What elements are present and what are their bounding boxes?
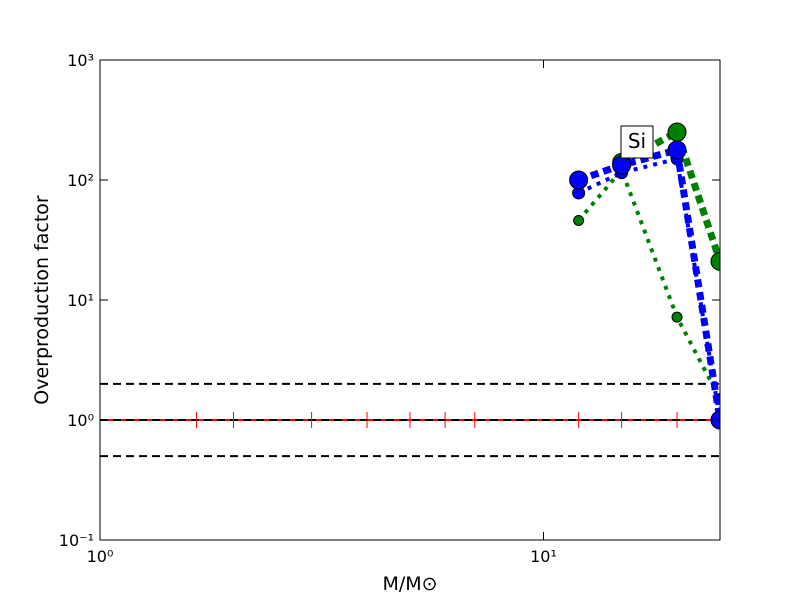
x-tick-label: 10⁰ [87, 547, 114, 566]
point-marker [569, 170, 589, 190]
point-marker [573, 214, 585, 226]
series-line [577, 156, 720, 421]
y-tick-label: 10² [67, 171, 94, 190]
plot-marks [100, 122, 720, 458]
y-tick-label: 10⁰ [67, 411, 94, 430]
annotation-box [620, 125, 654, 159]
x-axis-label: M/M⊙ [382, 573, 437, 595]
point-marker [667, 122, 687, 142]
annotation: Si [628, 129, 646, 153]
point-marker [671, 311, 683, 323]
point-marker [612, 155, 632, 175]
x-tick-label: 10¹ [530, 547, 557, 566]
y-tick-label: 10³ [67, 51, 94, 70]
point-marker [667, 140, 687, 160]
series-line [577, 166, 720, 400]
y-tick-label: 10¹ [67, 291, 94, 310]
series-line [577, 145, 720, 421]
plot-area [100, 60, 720, 540]
point-marker [710, 251, 720, 271]
y-tick-label: 10⁻¹ [59, 531, 94, 550]
y-axis-label: Overproduction factor [31, 195, 53, 405]
